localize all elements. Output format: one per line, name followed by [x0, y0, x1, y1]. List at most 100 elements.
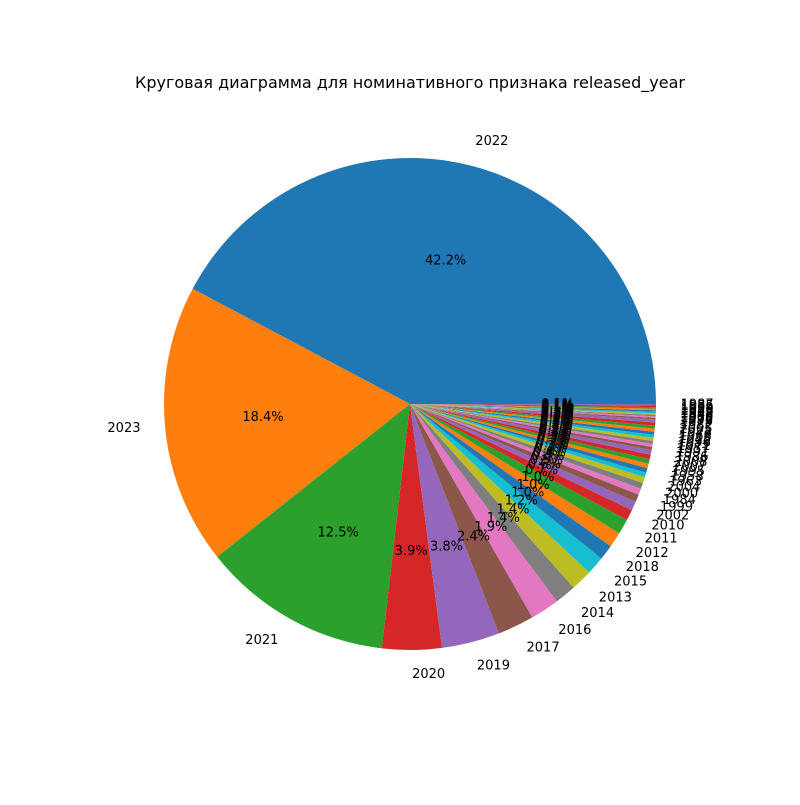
pie-slice-1959 [410, 404, 656, 409]
percent-label-1999: 0.5% [530, 453, 563, 468]
slice-label-2022: 2022 [475, 134, 508, 149]
percent-label-2019: 3.8% [430, 540, 463, 555]
pie-slice-1995 [410, 404, 649, 469]
pie-slice-2013 [410, 404, 590, 588]
percent-label-2015: 1.2% [505, 494, 538, 509]
percent-label-1963: 0.3% [535, 439, 568, 454]
slice-label-2018: 2018 [626, 560, 659, 575]
slice-label-1991: 1991 [676, 446, 709, 461]
percent-label-2007: 0.3% [537, 431, 570, 446]
pie-slice-1963 [410, 404, 647, 478]
slice-label-2016: 2016 [558, 623, 591, 638]
pie-slice-1971 [410, 404, 654, 445]
slice-label-1958: 1958 [671, 470, 704, 485]
pie-slice-1982 [410, 404, 656, 426]
pie-slice-1987 [410, 404, 657, 406]
slice-label-1999: 1999 [660, 500, 693, 515]
pie-slice-2002 [410, 404, 636, 511]
pie-slice-2014 [410, 404, 574, 602]
slice-label-2002: 2002 [656, 509, 689, 524]
slice-label-1975: 1975 [678, 432, 711, 447]
slice-label-2007: 2007 [673, 460, 706, 475]
pie-slice-2017 [410, 404, 533, 634]
percent-label-1991: 0.2% [539, 423, 572, 438]
pie-slice-2011 [410, 404, 627, 534]
percent-label-2023: 18.4% [242, 410, 283, 425]
slice-label-1946: 1946 [681, 404, 714, 419]
percent-label-1979: 0.2% [541, 407, 574, 422]
pie-slice-1975 [410, 404, 655, 438]
pie-slice-1986 [410, 404, 652, 455]
percent-label-2017: 2.4% [457, 530, 490, 545]
percent-label-1985: 0.1% [541, 398, 574, 413]
pie-slice-1984 [410, 404, 641, 495]
percent-label-1973: 0.2% [540, 412, 573, 427]
pie-slice-2007 [410, 404, 650, 464]
percent-label-1995: 0.3% [536, 434, 569, 449]
pie-slice-1979 [410, 404, 656, 423]
percent-label-1984: 0.4% [531, 449, 564, 464]
percent-label-1996: 0.2% [540, 418, 573, 433]
slice-label-1971: 1971 [677, 439, 710, 454]
slice-label-1992: 1992 [680, 413, 713, 428]
slice-label-1973: 1973 [679, 425, 712, 440]
chart-title: Круговая диаграмма для номинативного при… [135, 73, 685, 93]
percent-labels: 42.2%18.4%12.5%3.9% 3.8%2.4%1.9%1.4%1.4%1… [242, 253, 574, 559]
slice-label-2005: 2005 [679, 422, 712, 437]
slice-labels: 2022 2023 2021 2020 2019 2017 2016 201420132015… [107, 134, 713, 682]
slice-label-2012: 2012 [636, 546, 669, 561]
percent-label-1946: 0.1% [541, 401, 574, 416]
slice-label-1982: 1982 [680, 419, 713, 434]
slice-label-2019: 2019 [477, 659, 510, 674]
slice-label-2010: 2010 [651, 519, 684, 534]
pie-slice-2018 [410, 404, 611, 559]
percent-label-2010: 0.7% [525, 463, 558, 478]
pie-slice-2012 [410, 404, 620, 547]
slice-label-2004: 2004 [667, 480, 700, 495]
percent-label-1952: 0.1% [541, 402, 574, 417]
percent-label-2018: 1.0% [511, 486, 544, 501]
pie-slice-1996 [410, 404, 654, 441]
percent-label-1987: 0.1% [541, 397, 574, 412]
pie-slice-1999 [410, 404, 639, 502]
slice-label-2014: 2014 [581, 606, 614, 621]
pie-slice-2020 [381, 404, 443, 650]
pie-slice-1942 [410, 404, 656, 415]
slice-label-2000: 2000 [665, 487, 698, 502]
pie-slice-2015 [410, 404, 602, 573]
pie-slice-1958 [410, 404, 648, 473]
percent-label-2014: 1.4% [487, 511, 520, 526]
pie-slice-2008 [410, 404, 651, 460]
pie-slice-1946 [410, 404, 656, 412]
pie-slice-1930 [410, 404, 656, 417]
pie-slice-2019 [410, 404, 499, 648]
pie-slice-1968 [410, 404, 655, 435]
pie-slice-1970 [410, 404, 656, 418]
percent-label-2013: 1.4% [496, 502, 529, 517]
slice-label-1987: 1987 [681, 397, 714, 412]
slice-label-2023: 2023 [107, 421, 140, 436]
pie-slice-2005 [410, 404, 656, 429]
percent-label-2022: 42.2% [425, 253, 466, 268]
pie-slice-2023 [163, 288, 410, 557]
slice-label-1995: 1995 [672, 465, 705, 480]
percent-label-1930: 0.1% [541, 404, 574, 419]
slice-label-1986: 1986 [675, 450, 708, 465]
pie-slices [163, 157, 657, 650]
slice-label-1984: 1984 [663, 493, 696, 508]
pie-slice-2016 [410, 404, 557, 618]
percent-label-1942: 0.1% [541, 403, 574, 418]
pie-slice-1952 [410, 404, 656, 414]
percent-label-1982: 0.2% [541, 409, 574, 424]
percent-label-1986: 0.3% [538, 426, 571, 441]
pie-slice-2004 [410, 404, 645, 484]
pie-slice-1985 [410, 404, 656, 408]
slice-label-2017: 2017 [527, 641, 560, 656]
percent-label-1968: 0.2% [540, 414, 573, 429]
slice-label-1942: 1942 [680, 408, 713, 423]
slice-label-2008: 2008 [674, 455, 707, 470]
slice-label-2021: 2021 [245, 633, 278, 648]
percent-label-1975: 0.2% [540, 416, 573, 431]
percent-label-2000: 0.4% [533, 446, 566, 461]
